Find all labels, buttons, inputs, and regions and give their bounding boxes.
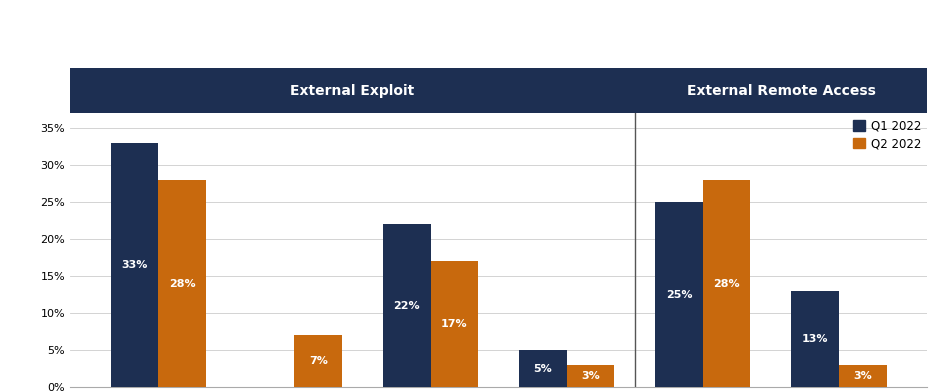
Text: External Exploit: External Exploit [290, 84, 415, 98]
Bar [655, 202, 703, 387]
Bar [839, 365, 886, 387]
Bar [703, 180, 750, 387]
Text: 28%: 28% [169, 278, 196, 289]
Text: 25%: 25% [665, 290, 692, 300]
Bar [791, 291, 839, 387]
Text: 17%: 17% [441, 319, 468, 329]
Text: 22%: 22% [393, 301, 420, 311]
Bar [70, 68, 635, 113]
Bar [383, 224, 431, 387]
Legend: Q1 2022, Q2 2022: Q1 2022, Q2 2022 [854, 119, 922, 150]
Text: 33%: 33% [121, 260, 148, 270]
Text: 5%: 5% [533, 364, 553, 373]
Bar [635, 68, 927, 113]
Text: 7%: 7% [308, 356, 328, 366]
Bar [158, 180, 206, 387]
Text: 28%: 28% [713, 278, 740, 289]
Bar [111, 143, 158, 387]
Bar [295, 335, 342, 387]
Text: 3%: 3% [582, 371, 600, 381]
Text: 13%: 13% [802, 334, 829, 344]
Bar [567, 365, 614, 387]
Text: External Remote Access: External Remote Access [687, 84, 875, 98]
Bar [431, 261, 478, 387]
Text: 3%: 3% [854, 371, 872, 381]
Bar [519, 350, 567, 387]
